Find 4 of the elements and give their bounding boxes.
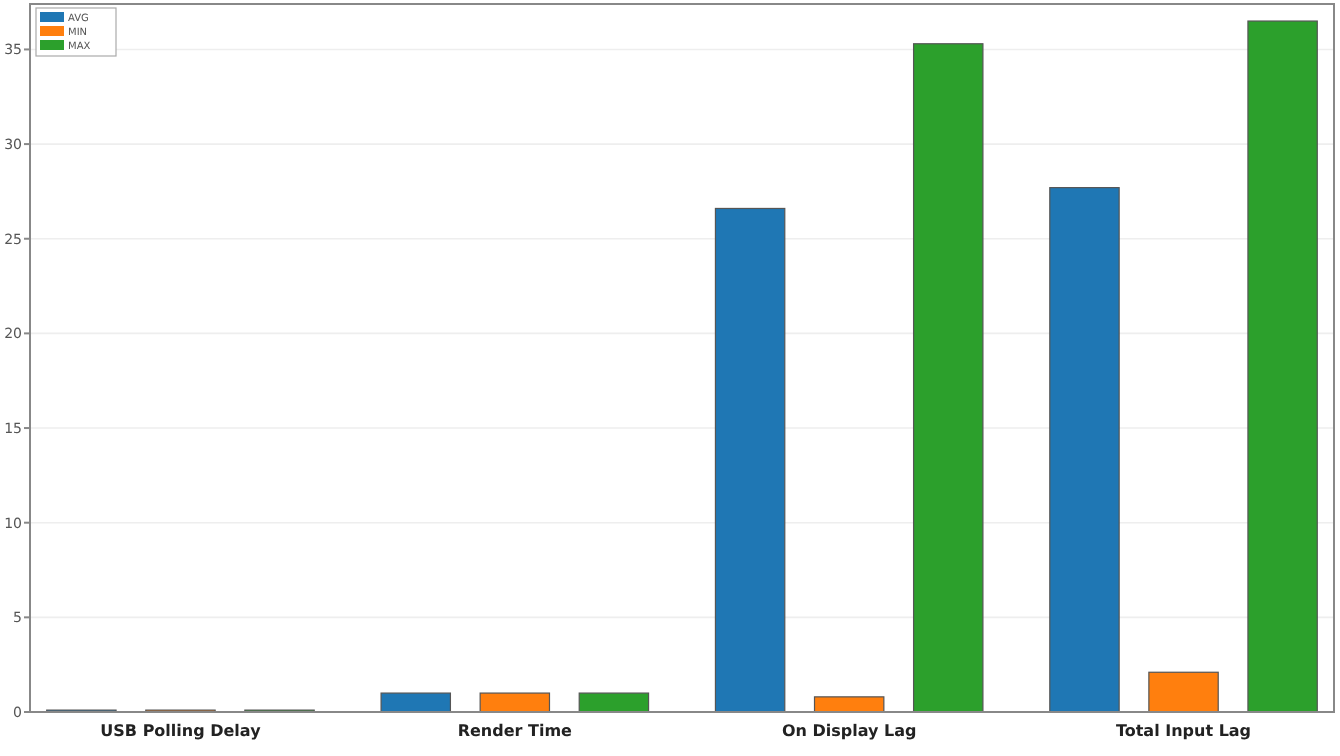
x-tick-label: On Display Lag xyxy=(781,722,917,740)
x-tick-label: USB Polling Delay xyxy=(100,722,263,740)
x-tick-label: Render Time xyxy=(457,722,574,740)
x-tick-label: Total Input Lag xyxy=(1115,722,1252,740)
